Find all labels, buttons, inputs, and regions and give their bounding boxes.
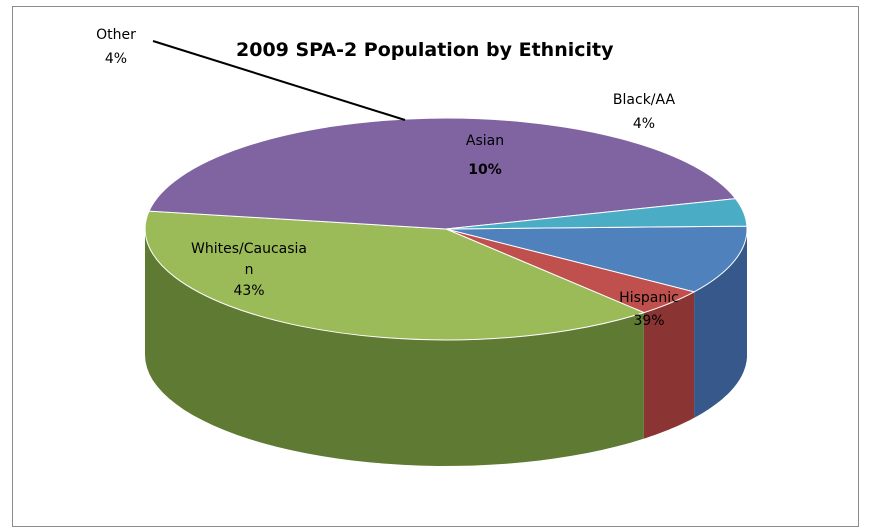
- pie-slice-3: [148, 117, 737, 230]
- slice-name-label-1: Black/AA: [613, 92, 676, 108]
- slice-value-label-2: 39%: [633, 313, 664, 329]
- pie-labels: Asian 10% Black/AA 4% Hispanic 39% Whites/Cauc…: [96, 27, 679, 329]
- pie-slice-0: [445, 225, 748, 293]
- pie-slice-4: [445, 198, 748, 230]
- pie-sides: [145, 229, 747, 466]
- slice-name-label-3: Whites/Caucasia: [191, 241, 307, 257]
- pie-tops: [144, 117, 748, 341]
- slice-value-label-3: 43%: [233, 283, 264, 299]
- pie-side-0: [694, 229, 747, 418]
- chart-frame: 2009 SPA-2 Population by Ethnicity Asian…: [12, 6, 859, 527]
- slice-value-label-0: 10%: [468, 162, 502, 178]
- pie-side-2: [145, 229, 644, 466]
- slice-name-label-0: Asian: [466, 133, 504, 149]
- pie-chart: 2009 SPA-2 Population by Ethnicity Asian…: [96, 27, 748, 466]
- chart-title: 2009 SPA-2 Population by Ethnicity: [236, 39, 614, 61]
- pie-slice-2: [144, 210, 646, 341]
- slice-value-label-4: 4%: [105, 51, 127, 67]
- slice-name-label-4: Other: [96, 27, 136, 43]
- other-leader-line: [152, 40, 406, 121]
- slice-name-label-3: n: [245, 262, 254, 278]
- slice-value-label-1: 4%: [633, 116, 655, 132]
- slice-name-label-2: Hispanic: [619, 290, 679, 306]
- pie-side-1: [643, 291, 695, 439]
